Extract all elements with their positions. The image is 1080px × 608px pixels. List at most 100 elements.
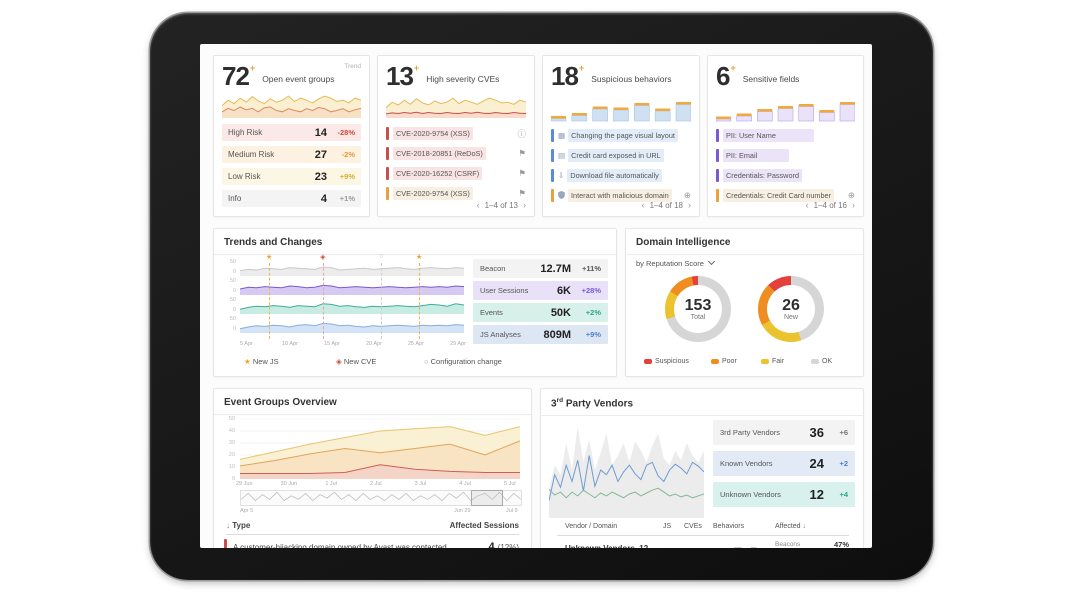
card-third-party-vendors: 3rd Party Vendors 3rd Party Vendors 36 +… [540, 388, 864, 548]
brush-selection[interactable] [470, 490, 504, 506]
field-item[interactable]: PII: User Name [716, 128, 855, 143]
stat-user-sessions[interactable]: User Sessions 6K +28% [473, 281, 608, 300]
prev-page-icon[interactable]: ‹ [476, 200, 480, 210]
stat-unknown-vendors[interactable]: Unknown Vendors 12 +4 [713, 482, 855, 507]
affected-column-header[interactable]: Affected ↓ [775, 523, 807, 530]
flag-icon[interactable]: ⚑ [518, 188, 526, 198]
events-overview-title: Event Groups Overview [224, 397, 337, 408]
stat-known-vendors[interactable]: Known Vendors 24 +2 [713, 451, 855, 476]
category-bar [716, 189, 719, 202]
flag-icon[interactable]: ⚑ [518, 148, 526, 158]
divider [214, 254, 616, 255]
row-medium-risk[interactable]: Medium Risk 27 -2% [222, 146, 361, 163]
next-page-icon[interactable]: › [523, 200, 526, 210]
severity-bar [224, 539, 227, 548]
sort-down-icon: ↓ [226, 521, 230, 530]
type-column-header[interactable]: ↓ Type [226, 521, 251, 530]
prev-page-icon[interactable]: ‹ [805, 200, 809, 210]
card-sensitive-fields: 6 + Sensitive fields PII: User Name PII: … [707, 55, 864, 217]
credit-card-icon: ▤ [558, 151, 566, 160]
row-label: Medium Risk [228, 150, 275, 159]
behaviors-column-header[interactable]: Behaviors [713, 523, 745, 530]
stat-delta: +2 [839, 459, 848, 468]
event-groups-area-chart [240, 419, 520, 479]
sessions-column-header[interactable]: Affected Sessions [449, 521, 519, 530]
info-icon[interactable]: ⓘ [517, 128, 526, 139]
stat-js-analyses[interactable]: JS Analyses 809M +9% [473, 325, 608, 344]
vendor-table-row[interactable]: Unknown Vendors 12 28 8 12 ◫ ▢ Beacons 4… [541, 540, 863, 548]
plus-suffix: + [413, 63, 420, 73]
stat-delta: +11% [582, 264, 601, 273]
behavior-item[interactable]: Interact with malicious domain ⊕ [551, 188, 691, 203]
vendors-stats: 3rd Party Vendors 36 +6 Known Vendors 24… [713, 420, 855, 510]
legend-poor: Poor [711, 358, 737, 365]
download-icon: ⇩ [558, 171, 565, 180]
flag-icon[interactable]: ⚑ [518, 168, 526, 178]
suspicious-chip [644, 359, 652, 364]
card-event-groups-overview: Event Groups Overview 50 40 30 20 10 0 29 Jun… [213, 388, 532, 548]
cve-item[interactable]: CVE-2020-9754 (XSS) ⚑ [386, 186, 526, 201]
row-info[interactable]: Info 4 +1% [222, 190, 361, 207]
diamond-icon: ◈ [336, 357, 342, 366]
behavior-label: Changing the page visual layout [568, 129, 678, 142]
stat-delta: +4 [839, 490, 848, 499]
behaviors-label: Suspicious behaviors [591, 74, 672, 84]
vendors-title: 3rd Party Vendors [551, 397, 634, 410]
field-item[interactable]: Credentials: Credit Card number ⊕ [716, 188, 855, 203]
cves-column-header[interactable]: CVEs [684, 523, 702, 530]
legend-new-cve: ◈ New CVE [336, 357, 377, 366]
stat-delta: +6 [839, 428, 848, 437]
card-high-severity-cves: 13 + High severity CVEs CVE-2020-9754 (XS… [377, 55, 535, 217]
stat-value: 24 [809, 456, 824, 471]
category-bar [551, 189, 554, 202]
row-high-risk[interactable]: High Risk 14 -28% [222, 124, 361, 141]
field-list: PII: User Name PII: Email Credentials: P… [716, 128, 855, 208]
card-domain-intelligence: Domain Intelligence by Reputation Score … [625, 228, 864, 377]
event-table-row[interactable]: A customer-hijacking domain owned by Ava… [224, 539, 519, 548]
row-label: Info [228, 194, 242, 203]
card-header: 6 + Sensitive fields [708, 56, 863, 89]
legend-new-js: ★ New JS [244, 357, 279, 366]
behavior-label: Interact with malicious domain [568, 189, 672, 202]
category-bar [551, 129, 554, 142]
behaviors-value: 18 [551, 61, 579, 91]
window-icon: ▢ [749, 546, 758, 548]
vendor-column-header[interactable]: Vendor / Domain [565, 523, 618, 530]
cve-item[interactable]: CVE-2020-16252 (CSRF) ⚑ [386, 166, 526, 181]
timeline-brush[interactable] [240, 490, 522, 506]
field-item[interactable]: PII: Email [716, 148, 855, 163]
category-bar [551, 149, 554, 162]
behavior-item[interactable]: ▤ Credit card exposed in URL [551, 148, 691, 163]
row-low-risk[interactable]: Low Risk 23 +9% [222, 168, 361, 185]
severity-bar [386, 167, 389, 180]
js-column-header[interactable]: JS [663, 523, 672, 530]
behavior-item[interactable]: ⇩ Download file automatically [551, 168, 691, 183]
stat-events[interactable]: Events 50K +2% [473, 303, 608, 322]
category-bar [716, 169, 719, 182]
divider [226, 534, 519, 535]
stat-value: 6K [556, 284, 571, 297]
prev-page-icon[interactable]: ‹ [641, 200, 645, 210]
stat-value: 50K [550, 306, 571, 319]
row-label: Low Risk [228, 172, 261, 181]
field-label: PII: User Name [723, 129, 814, 142]
split-view-icon: ◫ [733, 546, 742, 548]
reputation-filter-dropdown[interactable]: by Reputation Score [636, 257, 716, 268]
fields-bar-chart [716, 102, 855, 122]
star-icon: ★ [244, 357, 251, 366]
field-item[interactable]: Credentials: Password [716, 168, 855, 183]
poor-chip [711, 359, 719, 364]
add-icon[interactable]: ⊕ [683, 190, 691, 200]
card-header: 72 + Open event groups Trend [214, 56, 369, 89]
add-icon[interactable]: ⊕ [847, 190, 855, 200]
behavior-item[interactable]: ▦ Changing the page visual layout [551, 128, 691, 143]
next-page-icon[interactable]: › [852, 200, 855, 210]
stat-third-party-vendors[interactable]: 3rd Party Vendors 36 +6 [713, 420, 855, 445]
circle-icon: ○ [424, 357, 429, 366]
cve-item[interactable]: CVE-2020-9754 (XSS) ⓘ [386, 126, 526, 141]
stat-beacon[interactable]: Beacon 12.7M +11% [473, 259, 608, 278]
next-page-icon[interactable]: › [688, 200, 691, 210]
chevron-down-icon [707, 257, 716, 266]
risk-rows: High Risk 14 -28% Medium Risk 27 -2% Low… [222, 124, 361, 212]
cve-item[interactable]: CVE-2018-20851 (ReDoS) ⚑ [386, 146, 526, 161]
